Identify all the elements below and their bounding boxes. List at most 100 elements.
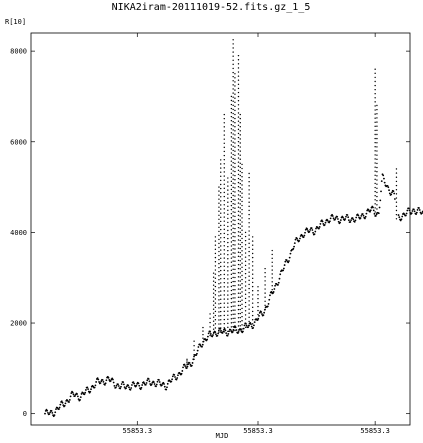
- spike-point: [239, 174, 241, 177]
- data-point: [323, 223, 326, 226]
- data-point: [196, 352, 198, 355]
- spike-point: [230, 152, 233, 154]
- spike-point: [230, 140, 233, 142]
- data-point: [58, 406, 61, 409]
- spike-point: [237, 91, 240, 94]
- spike-point: [248, 234, 250, 236]
- spike-point: [248, 292, 250, 294]
- spike-point: [237, 124, 240, 126]
- data-point: [288, 256, 291, 259]
- data-point: [360, 215, 363, 217]
- data-point: [119, 387, 122, 390]
- spike-point: [232, 223, 234, 225]
- spike-point: [374, 186, 376, 189]
- spike-point: [395, 213, 398, 216]
- spike-point: [223, 331, 225, 333]
- spike-point: [251, 236, 254, 238]
- spike-point: [241, 258, 243, 260]
- spike-point: [232, 235, 234, 238]
- spike-point: [223, 158, 225, 161]
- spike-point: [220, 208, 222, 210]
- data-point: [191, 362, 194, 364]
- data-point: [189, 363, 192, 366]
- spike-point: [209, 313, 211, 315]
- spike-point: [271, 273, 273, 275]
- spike-point: [220, 163, 222, 165]
- spike-point: [202, 333, 204, 336]
- data-point: [391, 191, 393, 194]
- spike-point: [223, 269, 225, 272]
- spike-point: [237, 59, 240, 61]
- spike-point: [232, 39, 234, 41]
- data-point: [46, 409, 49, 412]
- tick-group: 0 2000 4000 6000 8000 55853.3 55853.3 55853.3: [10, 33, 410, 435]
- spike-point: [248, 238, 250, 240]
- spike-point: [257, 286, 259, 288]
- spike-point: [237, 112, 240, 114]
- data-point: [260, 311, 263, 313]
- data-point: [217, 329, 220, 332]
- data-point: [125, 387, 127, 390]
- data-point: [342, 216, 344, 219]
- spike-point: [237, 210, 240, 212]
- spike-point: [232, 264, 234, 266]
- spike-point: [232, 211, 234, 213]
- spike-point: [218, 206, 220, 208]
- spike-point: [237, 321, 240, 323]
- spike-point: [220, 196, 222, 198]
- spike-point: [218, 262, 220, 265]
- data-point: [388, 189, 390, 192]
- spike-point: [374, 88, 376, 91]
- data-point: [285, 259, 288, 262]
- spike-point: [234, 77, 236, 79]
- data-point: [140, 386, 143, 389]
- spike-point: [232, 55, 234, 57]
- spike-point: [239, 251, 241, 254]
- spike-point: [218, 190, 220, 192]
- spike-point: [376, 121, 378, 123]
- spike-point: [218, 226, 220, 229]
- spike-point: [230, 164, 233, 166]
- spike-point: [232, 162, 234, 164]
- spike-point: [186, 365, 188, 367]
- data-point: [380, 190, 382, 193]
- spike-point: [218, 230, 220, 233]
- data-point: [120, 383, 123, 385]
- spike-point: [376, 183, 378, 185]
- spike-point: [220, 220, 222, 223]
- spike-point: [251, 306, 254, 309]
- spike-point: [264, 288, 266, 290]
- spike-point: [234, 223, 236, 226]
- spike-point: [248, 230, 250, 232]
- spike-point: [237, 214, 240, 217]
- data-point: [382, 174, 385, 177]
- data-point: [207, 332, 210, 335]
- spike-point: [232, 194, 234, 197]
- data-point: [144, 383, 147, 386]
- data-point: [173, 373, 176, 376]
- data-point: [137, 382, 140, 385]
- spike-point: [234, 309, 236, 311]
- data-point: [266, 305, 269, 308]
- spike-point: [395, 172, 398, 174]
- data-point: [293, 242, 296, 245]
- spike-point: [239, 321, 241, 323]
- data-point: [148, 380, 151, 383]
- spike-point: [237, 181, 240, 184]
- spike-point: [241, 266, 243, 268]
- data-point: [387, 186, 390, 189]
- spike-point: [376, 191, 378, 194]
- spike-point: [220, 204, 222, 206]
- spike-point: [239, 199, 241, 201]
- data-point: [415, 213, 417, 216]
- spike-point: [223, 228, 225, 231]
- data-point: [74, 395, 76, 397]
- spike-point: [232, 305, 234, 307]
- spike-point: [237, 218, 240, 221]
- spike-point: [395, 209, 398, 212]
- spike-point: [220, 167, 222, 169]
- spike-point: [241, 221, 243, 223]
- spike-point: [241, 188, 243, 190]
- spike-point: [241, 307, 243, 310]
- spike-point: [218, 303, 220, 305]
